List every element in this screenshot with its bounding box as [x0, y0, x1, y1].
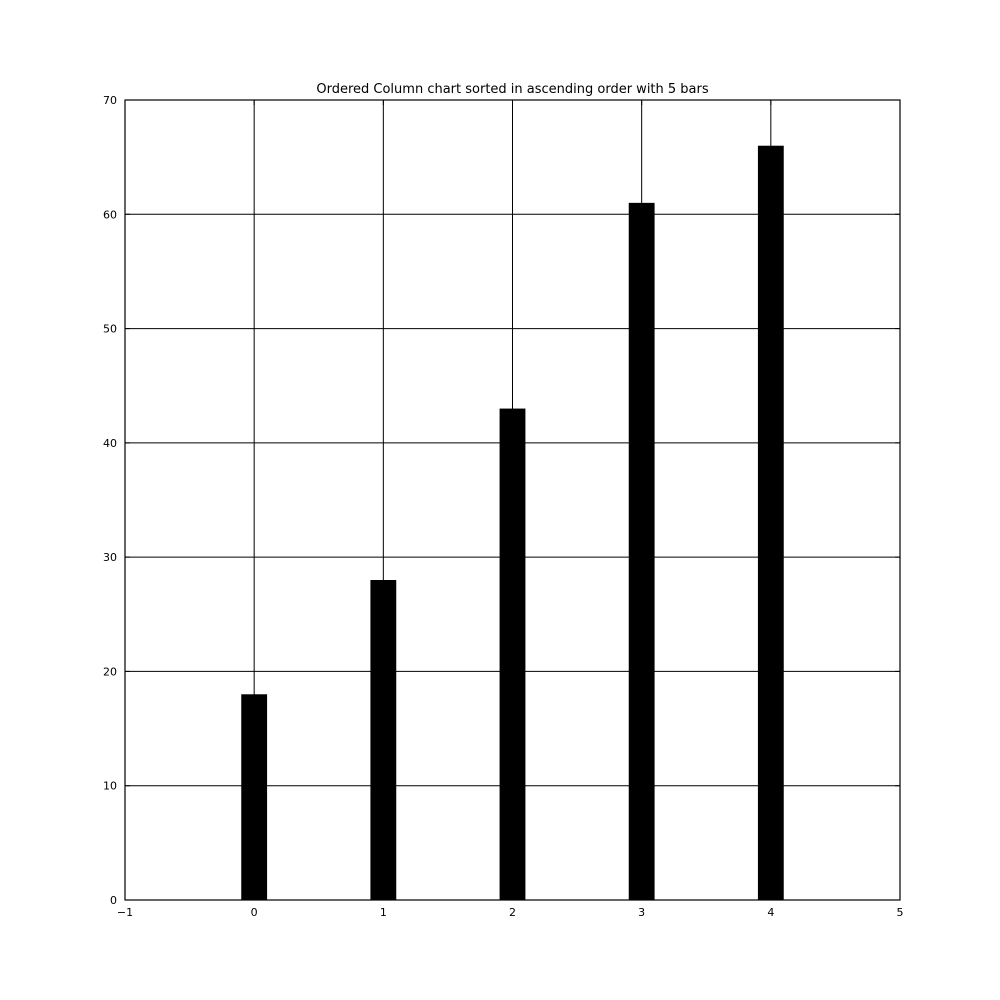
y-tick-label: 60: [103, 208, 117, 221]
x-tick-label: 2: [509, 906, 516, 919]
bar: [499, 408, 526, 900]
chart-title: Ordered Column chart sorted in ascending…: [316, 82, 709, 97]
x-tick-label: 1: [380, 906, 387, 919]
bar: [370, 580, 397, 900]
plot-frame: [124, 99, 901, 901]
x-tick-label: 4: [767, 906, 774, 919]
bar: [241, 694, 268, 900]
x-tick-label: 5: [897, 906, 904, 919]
y-tick-label: 20: [103, 665, 117, 678]
bar: [628, 202, 655, 900]
bar: [757, 145, 784, 900]
y-tick-label: 50: [103, 323, 117, 336]
y-tick-label: 0: [110, 894, 117, 907]
y-tick-label: 30: [103, 551, 117, 564]
x-tick-label: −1: [117, 906, 133, 919]
bars: [241, 145, 784, 900]
y-tick-label: 10: [103, 780, 117, 793]
y-tick-label: 40: [103, 437, 117, 450]
x-tick-label: 0: [251, 906, 258, 919]
y-tick-label: 70: [103, 94, 117, 107]
x-tick-label: 3: [638, 906, 645, 919]
